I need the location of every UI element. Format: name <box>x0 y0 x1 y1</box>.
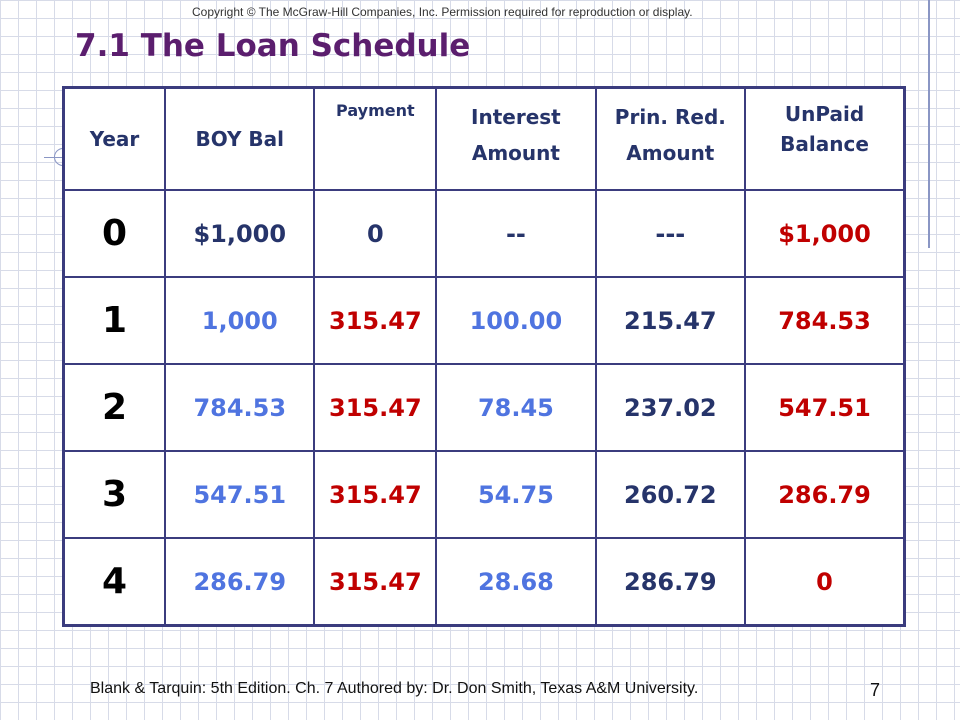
slide-title: 7.1 The Loan Schedule <box>75 28 471 64</box>
cell-interest: -- <box>435 189 597 278</box>
cell-unpaid-balance: 784.53 <box>744 276 906 365</box>
loan-schedule-table: Year BOY Bal Payment Interest Amount Pri… <box>62 86 906 627</box>
cell-payment: 315.47 <box>313 363 438 452</box>
cell-unpaid-balance: 0 <box>744 537 906 627</box>
cell-principal-reduction: 215.47 <box>594 276 747 365</box>
page-number: 7 <box>870 680 881 700</box>
cell-boy-balance: 784.53 <box>164 363 316 452</box>
cell-boy-balance: 547.51 <box>164 450 316 539</box>
cell-interest: 100.00 <box>435 276 597 365</box>
cell-unpaid-balance: 547.51 <box>744 363 906 452</box>
slide-footer: Blank & Tarquin: 5th Edition. Ch. 7 Auth… <box>90 680 699 697</box>
cell-interest: 54.75 <box>435 450 597 539</box>
cell-boy-balance: 286.79 <box>164 537 316 627</box>
cell-boy-balance: $1,000 <box>164 189 316 278</box>
cell-year: 4 <box>62 537 167 627</box>
cell-unpaid-balance: 286.79 <box>744 450 906 539</box>
header-year: Year <box>62 86 167 191</box>
cell-principal-reduction: 237.02 <box>594 363 747 452</box>
header-principal-reduction-amount: Prin. Red. Amount <box>594 86 747 191</box>
cell-year: 0 <box>62 189 167 278</box>
cell-year: 2 <box>62 363 167 452</box>
cell-year: 3 <box>62 450 167 539</box>
cell-interest: 28.68 <box>435 537 597 627</box>
header-interest-amount: Interest Amount <box>435 86 597 191</box>
copyright-notice: Copyright © The McGraw-Hill Companies, I… <box>192 5 693 19</box>
header-unpaid-balance: UnPaid Balance <box>744 86 906 191</box>
cell-principal-reduction: 260.72 <box>594 450 747 539</box>
cell-payment: 315.47 <box>313 276 438 365</box>
cell-principal-reduction: --- <box>594 189 747 278</box>
table-row: 4 286.79 315.47 28.68 286.79 0 <box>62 537 906 627</box>
header-payment: Payment <box>313 86 438 191</box>
cell-principal-reduction: 286.79 <box>594 537 747 627</box>
cell-boy-balance: 1,000 <box>164 276 316 365</box>
cell-payment: 315.47 <box>313 450 438 539</box>
table-row: 1 1,000 315.47 100.00 215.47 784.53 <box>62 276 906 365</box>
cell-interest: 78.45 <box>435 363 597 452</box>
cell-year: 1 <box>62 276 167 365</box>
cell-payment: 315.47 <box>313 537 438 627</box>
table-row: 3 547.51 315.47 54.75 260.72 286.79 <box>62 450 906 539</box>
decorative-line-vertical <box>928 0 930 248</box>
header-boy-balance: BOY Bal <box>164 86 316 191</box>
table-row: 2 784.53 315.47 78.45 237.02 547.51 <box>62 363 906 452</box>
cell-unpaid-balance: $1,000 <box>744 189 906 278</box>
table-row: 0 $1,000 0 -- --- $1,000 <box>62 189 906 278</box>
table-header-row: Year BOY Bal Payment Interest Amount Pri… <box>62 86 906 191</box>
cell-payment: 0 <box>313 189 438 278</box>
